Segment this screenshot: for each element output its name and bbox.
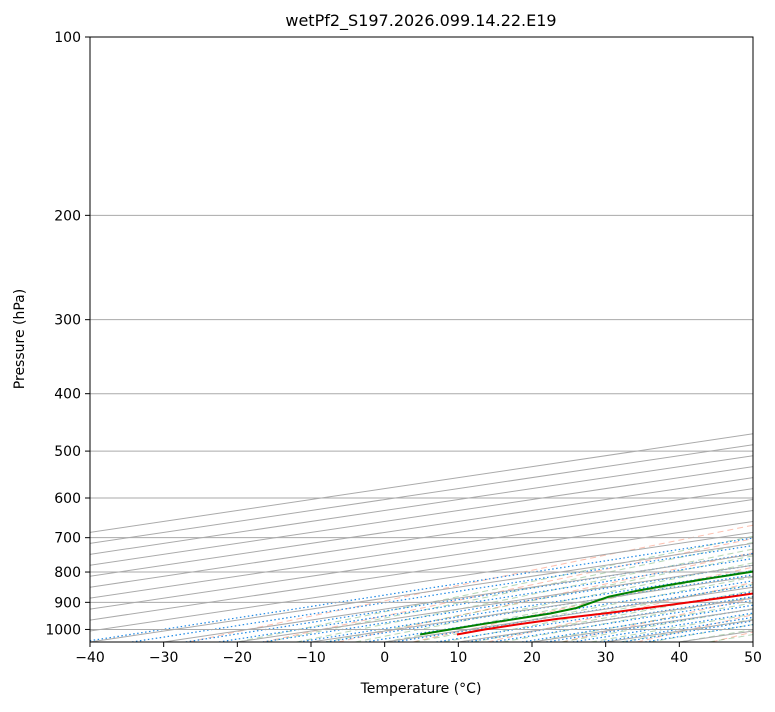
x-tick-label: 10: [449, 650, 467, 666]
x-tick-label: −40: [75, 650, 105, 666]
y-tick-label: 200: [54, 208, 81, 224]
y-tick-label: 500: [54, 444, 81, 460]
x-tick-label: 20: [523, 650, 541, 666]
y-tick-label: 300: [54, 313, 81, 329]
y-tick-label: 800: [54, 565, 81, 581]
x-tick-label: −10: [296, 650, 326, 666]
x-tick-label: 50: [744, 650, 762, 666]
y-tick-label: 600: [54, 491, 81, 507]
x-tick-label: 40: [670, 650, 688, 666]
y-axis-label: Pressure (hPa): [12, 289, 28, 389]
y-tick-label: 1000: [45, 622, 81, 638]
x-axis-label: Temperature (°C): [360, 681, 482, 697]
x-tick-label: −30: [149, 650, 179, 666]
y-tick-label: 900: [54, 595, 81, 611]
y-tick-label: 400: [54, 387, 81, 403]
y-tick-label: 700: [54, 531, 81, 547]
x-tick-label: 30: [597, 650, 615, 666]
x-tick-label: 0: [380, 650, 389, 666]
chart-title: wetPf2_S197.2026.099.14.22.E19: [285, 11, 556, 31]
x-tick-label: −20: [223, 650, 253, 666]
y-tick-label: 100: [54, 30, 81, 46]
